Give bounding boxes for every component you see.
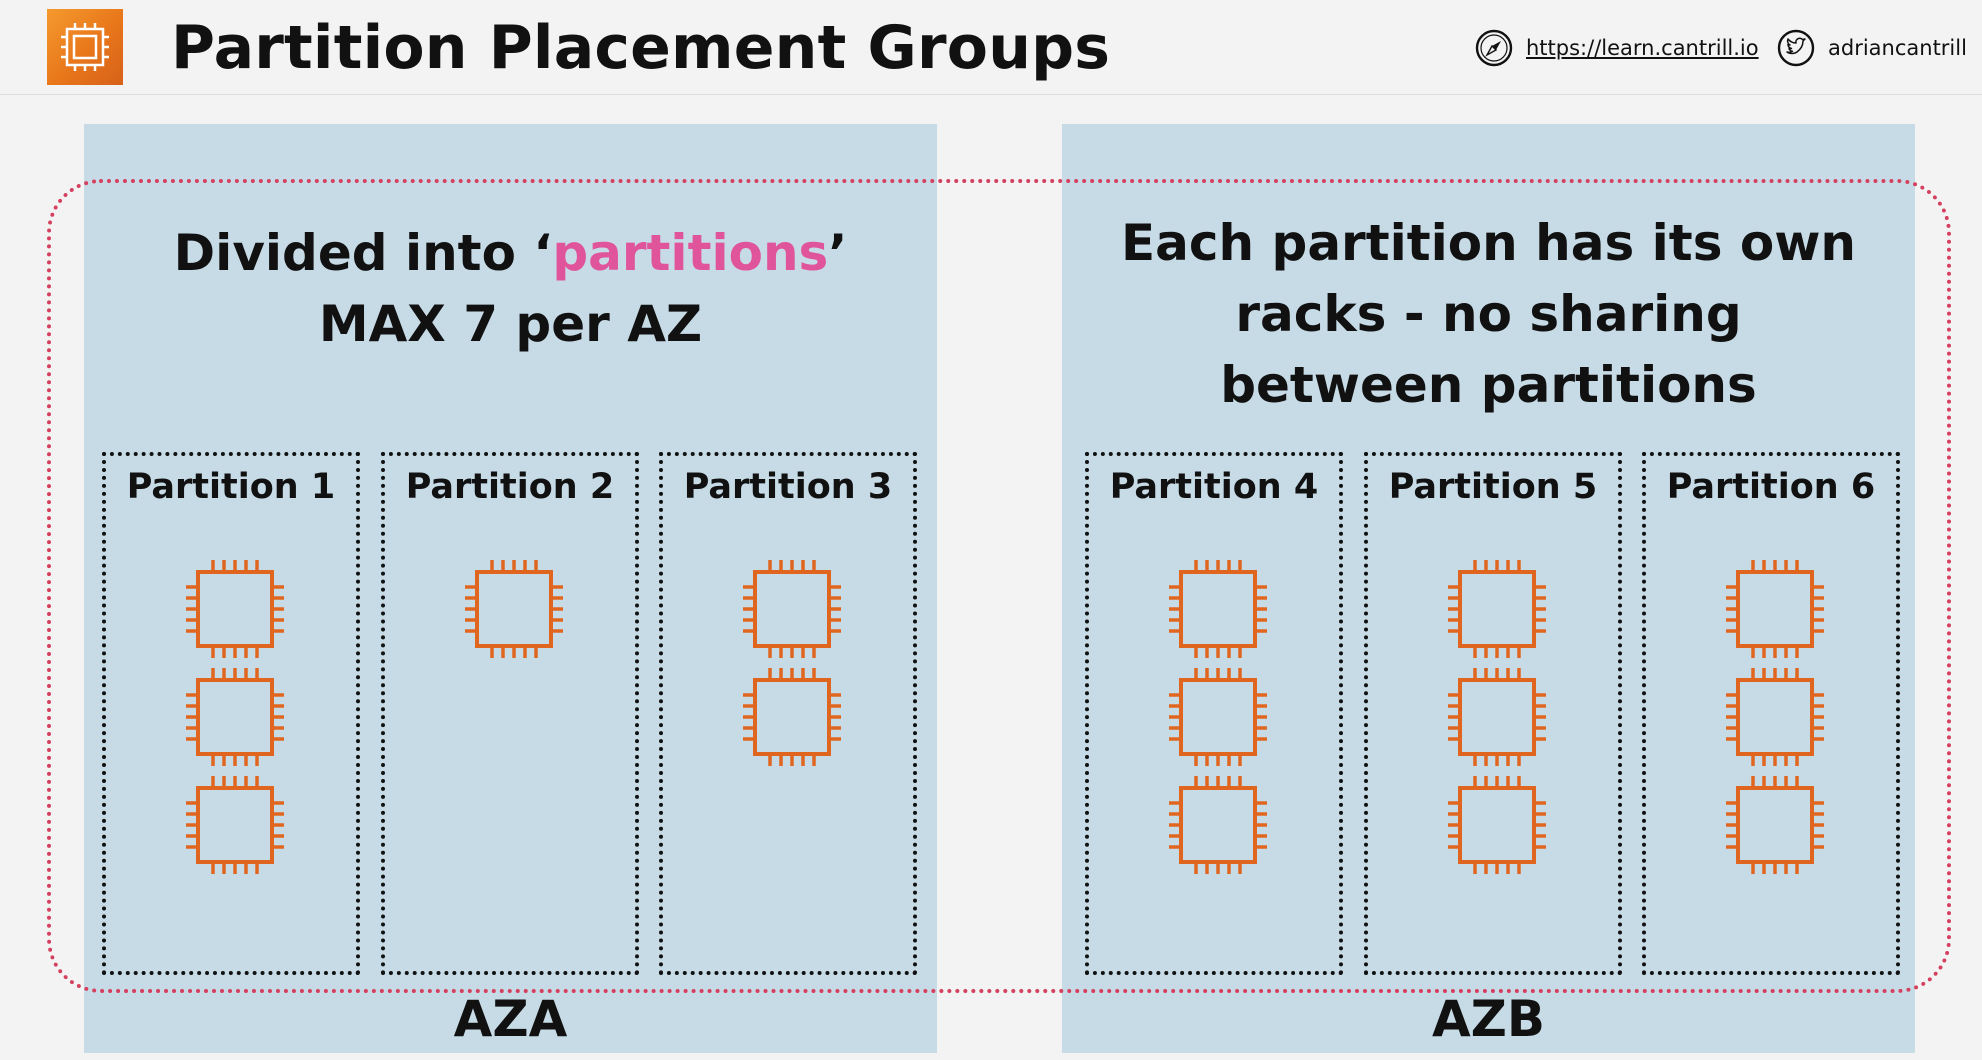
left-heading-line-1: Divided into ‘partitions’ — [84, 218, 937, 289]
compass-icon — [1475, 29, 1513, 67]
az-label: AZB — [1431, 990, 1546, 1048]
left-heading: Divided into ‘partitions’ MAX 7 per AZ — [84, 218, 937, 360]
availability-zone-a: AZA — [84, 124, 937, 1053]
right-heading: Each partition has its own racks - no sh… — [1062, 208, 1915, 421]
partition-label: Partition 6 — [1666, 467, 1876, 507]
right-heading-line-1: Each partition has its own — [1120, 214, 1856, 272]
partition-label: Partition 2 — [405, 467, 615, 507]
partitions-highlight: partitions — [552, 224, 829, 282]
ec2-instance-icon — [1724, 666, 1826, 768]
ec2-instance-icon — [1167, 666, 1269, 768]
heading-text: ’ — [828, 224, 848, 282]
twitter-link[interactable]: adriancantrill — [1776, 26, 1967, 70]
partition-label: Partition 5 — [1388, 467, 1598, 507]
partition-label: Partition 4 — [1109, 467, 1319, 507]
ec2-instance-icon — [1167, 774, 1269, 876]
partition-label: Partition 1 — [126, 467, 336, 507]
ec2-instance-icon — [1724, 558, 1826, 660]
partition-6: Partition 6 — [1642, 452, 1900, 975]
ec2-instance-icon — [1446, 666, 1548, 768]
partition-4: Partition 4 — [1085, 452, 1343, 975]
availability-zone-b: AZB — [1062, 124, 1915, 1053]
right-heading-line-3: between partitions — [1220, 356, 1757, 414]
az-label: AZA — [453, 990, 568, 1048]
right-heading-line-2: racks - no sharing — [1235, 285, 1742, 343]
ec2-instance-icon — [1167, 558, 1269, 660]
partition-label: Partition 3 — [683, 467, 893, 507]
ec2-instance-icon — [1446, 558, 1548, 660]
page-title: Partition Placement Groups — [171, 13, 1111, 83]
ec2-instance-icon — [1724, 774, 1826, 876]
partition-1: Partition 1 — [102, 452, 360, 975]
partition-5: Partition 5 — [1364, 452, 1622, 975]
partition-2: Partition 2 — [381, 452, 639, 975]
website-link[interactable]: https://learn.cantrill.io — [1474, 26, 1759, 70]
twitter-bird-icon — [1777, 29, 1815, 67]
ec2-instance-icon — [184, 558, 286, 660]
website-url[interactable]: https://learn.cantrill.io — [1526, 36, 1759, 60]
partition-3: Partition 3 — [659, 452, 917, 975]
aws-ec2-icon — [47, 9, 123, 85]
ec2-instance-icon — [741, 558, 843, 660]
ec2-instance-icon — [184, 774, 286, 876]
ec2-instance-icon — [1446, 774, 1548, 876]
header-bar: Partition Placement Groups https://learn… — [0, 0, 1982, 95]
ec2-instance-icon — [463, 558, 565, 660]
ec2-instance-icon — [184, 666, 286, 768]
twitter-handle: adriancantrill — [1828, 36, 1967, 60]
heading-text: Divided into ‘ — [173, 224, 553, 282]
left-heading-line-2: MAX 7 per AZ — [318, 295, 703, 353]
ec2-instance-icon — [741, 666, 843, 768]
